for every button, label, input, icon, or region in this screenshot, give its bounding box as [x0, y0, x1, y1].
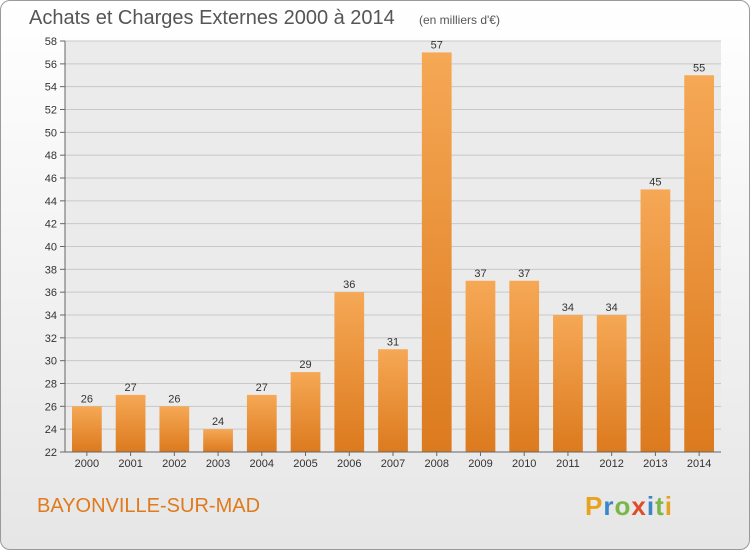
x-tick-label: 2006	[337, 458, 361, 470]
data-label: 26	[168, 393, 180, 405]
x-tick-label: 2007	[381, 458, 405, 470]
data-label: 31	[387, 336, 399, 348]
bar	[553, 315, 583, 452]
data-label: 55	[693, 62, 705, 74]
data-label: 34	[562, 302, 574, 314]
bar	[465, 280, 496, 452]
bar	[159, 406, 190, 452]
y-tick-label: 54	[45, 82, 57, 94]
data-label: 34	[606, 302, 618, 314]
y-tick-label: 32	[45, 333, 57, 345]
logo-letter: i	[664, 491, 673, 521]
data-label: 57	[431, 39, 443, 51]
logo-letter: i	[646, 491, 656, 521]
logo-letter: P	[585, 491, 604, 521]
bar	[421, 52, 452, 453]
y-tick-label: 26	[45, 401, 57, 413]
y-tick-label: 28	[45, 379, 57, 391]
data-label: 36	[343, 279, 355, 291]
bar	[71, 406, 102, 452]
x-tick-label: 2014	[687, 458, 711, 470]
data-label: 27	[256, 382, 268, 394]
y-tick-label: 38	[45, 264, 57, 276]
x-tick-label: 2003	[206, 458, 230, 470]
x-tick-label: 2010	[512, 458, 536, 470]
bar	[509, 280, 540, 452]
x-tick-label: 2011	[556, 458, 580, 470]
x-tick-label: 2001	[118, 458, 142, 470]
logo-letter: x	[631, 491, 647, 521]
bar	[640, 189, 671, 452]
y-tick-label: 56	[45, 59, 57, 71]
y-tick-label: 52	[45, 105, 57, 117]
x-tick-label: 2013	[643, 458, 667, 470]
bar	[684, 75, 715, 452]
y-tick-label: 44	[45, 196, 57, 208]
y-tick-label: 58	[45, 36, 57, 48]
bar	[334, 292, 365, 452]
bar	[290, 372, 321, 452]
bar	[246, 394, 277, 452]
y-tick-label: 22	[45, 447, 57, 459]
bar	[203, 429, 233, 452]
y-tick-label: 36	[45, 287, 57, 299]
chart-title: Achats et Charges Externes 2000 à 2014	[29, 7, 395, 29]
data-label: 29	[299, 359, 311, 371]
bar	[596, 315, 627, 452]
x-tick-label: 2005	[293, 458, 317, 470]
y-tick-label: 42	[45, 219, 57, 231]
town-name: BAYONVILLE-SUR-MAD	[37, 495, 261, 517]
x-tick-label: 2000	[75, 458, 99, 470]
x-tick-label: 2004	[250, 458, 274, 470]
data-label: 37	[518, 268, 530, 280]
data-label: 27	[124, 382, 136, 394]
x-tick-label: 2009	[468, 458, 492, 470]
bar	[378, 349, 408, 452]
proxiti-logo: Proxiti	[585, 491, 673, 522]
logo-letter: r	[603, 491, 615, 521]
data-label: 26	[81, 393, 93, 405]
data-label: 24	[212, 416, 224, 428]
y-tick-label: 24	[45, 424, 57, 436]
data-label: 45	[649, 176, 661, 188]
x-tick-label: 2008	[424, 458, 448, 470]
chart-subtitle: (en milliers d'€)	[419, 13, 500, 27]
y-tick-label: 34	[45, 310, 57, 322]
logo-letter: o	[614, 491, 632, 521]
y-tick-label: 48	[45, 150, 57, 162]
y-tick-label: 30	[45, 356, 57, 368]
x-tick-label: 2002	[162, 458, 186, 470]
x-tick-label: 2012	[599, 458, 623, 470]
data-label: 37	[474, 268, 486, 280]
y-tick-label: 40	[45, 242, 57, 254]
y-tick-label: 50	[45, 127, 57, 139]
y-tick-label: 46	[45, 173, 57, 185]
logo-letter: t	[655, 491, 665, 521]
bar	[115, 394, 146, 452]
